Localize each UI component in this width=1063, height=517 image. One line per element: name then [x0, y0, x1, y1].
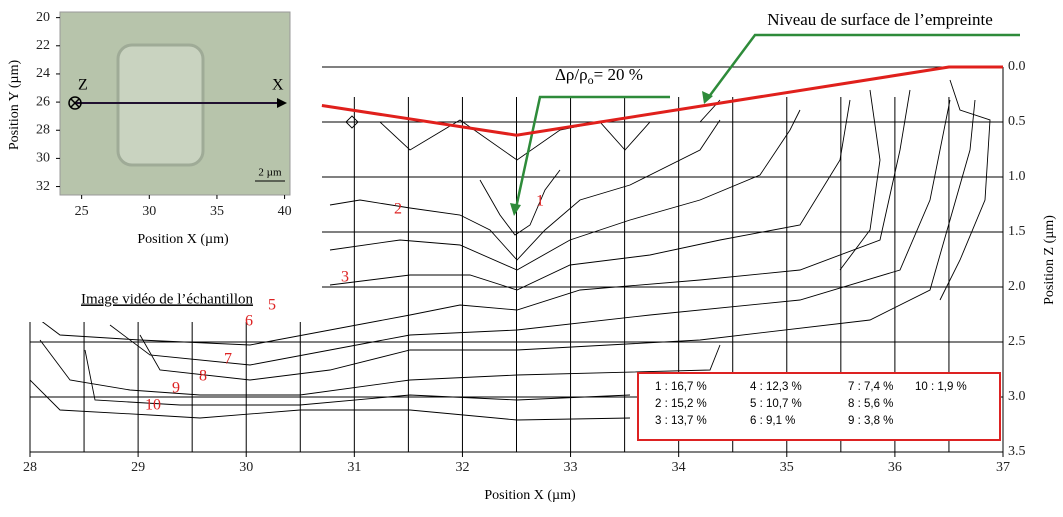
scale-label: 2 µm — [258, 167, 282, 179]
legend-entry: 7 : 7,4 % — [848, 381, 893, 393]
contour — [479, 169, 561, 236]
y-tick-label: 0.5 — [1008, 114, 1026, 129]
contour-label: 7 — [224, 351, 232, 368]
inset-y-title: Position Y (µm) — [7, 60, 22, 151]
x-tick-label: 28 — [23, 460, 37, 475]
delta-sub: o — [588, 73, 594, 87]
y-axis-title: Position Z (µm) — [1042, 215, 1057, 305]
annotation-arrow — [514, 95, 670, 209]
inset-x-tick-label: 30 — [142, 204, 156, 219]
contour — [39, 339, 721, 396]
y-tick-label: 1.5 — [1008, 224, 1026, 239]
x-tick-label: 31 — [347, 460, 361, 475]
contour-label: 9 — [172, 380, 180, 397]
x-axis-title: Position X (µm) — [484, 488, 576, 503]
contour — [39, 89, 911, 346]
y-tick-label: 2.5 — [1008, 334, 1026, 349]
x-tick-label: 32 — [455, 460, 469, 475]
z-label: Z — [78, 77, 88, 94]
delta-suffix: = 20 % — [594, 65, 643, 84]
contour-label: 6 — [245, 313, 253, 330]
delta-prefix: Δρ/ρ — [555, 65, 588, 84]
arrow-head — [277, 98, 287, 108]
legend-entry: 5 : 10,7 % — [750, 398, 802, 410]
y-tick-label: 2.0 — [1008, 279, 1026, 294]
y-tick-label: 1.0 — [1008, 169, 1026, 184]
legend-entry: 3 : 13,7 % — [655, 415, 707, 427]
inset-y-tick-label: 20 — [36, 10, 50, 25]
contour — [839, 89, 881, 271]
legend-entry: 9 : 3,8 % — [848, 415, 893, 427]
x-tick-label: 30 — [239, 460, 253, 475]
contour — [329, 99, 851, 291]
inset-y-tick-label: 28 — [36, 122, 50, 137]
contour — [329, 119, 721, 261]
inset-y-tick-label: 26 — [36, 94, 50, 109]
caption: Image vidéo de l’échantillon — [81, 291, 254, 307]
x-tick-label: 35 — [780, 460, 794, 475]
surface-line — [321, 65, 1003, 137]
inset-y-tick-label: 22 — [36, 38, 50, 53]
annotation-arrow — [706, 33, 1020, 99]
legend-entry: 10 : 1,9 % — [915, 381, 967, 393]
inset-x-title: Position X (µm) — [137, 232, 229, 247]
contour-label: 3 — [341, 269, 349, 286]
contour — [84, 349, 631, 406]
contour-label: 10 — [145, 397, 161, 414]
inset-x-tick-label: 25 — [75, 204, 89, 219]
contour-label: 5 — [268, 297, 276, 314]
contour — [109, 99, 951, 366]
contour — [29, 379, 631, 421]
legend-entry: 2 : 15,2 % — [655, 398, 707, 410]
surface-annotation: Niveau de surface de l’empreinte — [767, 10, 993, 29]
x-tick-label: 34 — [672, 460, 686, 475]
inset-y-tick-label: 32 — [36, 179, 50, 194]
x-label: X — [272, 77, 284, 94]
contour-label: 8 — [199, 368, 207, 385]
y-tick-label: 3.5 — [1008, 444, 1026, 459]
x-tick-label: 37 — [996, 460, 1010, 475]
contour — [329, 109, 801, 271]
legend-entry: 8 : 5,6 % — [848, 398, 893, 410]
contour — [139, 99, 976, 381]
legend-entry: 6 : 9,1 % — [750, 415, 795, 427]
indent — [116, 43, 205, 167]
y-tick-label: 3.0 — [1008, 389, 1026, 404]
legend-entry: 4 : 12,3 % — [750, 381, 802, 393]
z-symbol — [68, 96, 82, 110]
delta-annotation: Δρ/ρo= 20 % — [555, 65, 643, 87]
arrow-head — [702, 91, 713, 104]
x-tick-label: 29 — [131, 460, 145, 475]
contour-label: 2 — [394, 201, 402, 218]
inset-y-tick-label: 24 — [36, 66, 50, 81]
contour — [345, 115, 359, 129]
arrow-head — [510, 203, 521, 216]
legend-entry: 1 : 16,7 % — [655, 381, 707, 393]
legend-box — [637, 372, 1001, 441]
inset-y-tick-label: 30 — [36, 151, 50, 166]
contour-lines — [29, 79, 991, 421]
contour — [939, 79, 991, 301]
z-cross — [70, 98, 80, 108]
inset-x-tick-label: 40 — [278, 204, 292, 219]
x-tick-label: 33 — [564, 460, 578, 475]
contour-label: 1 — [536, 193, 544, 210]
x-tick-label: 36 — [888, 460, 902, 475]
inset-x-tick-label: 35 — [210, 204, 224, 219]
y-tick-label: 0.0 — [1008, 59, 1026, 74]
